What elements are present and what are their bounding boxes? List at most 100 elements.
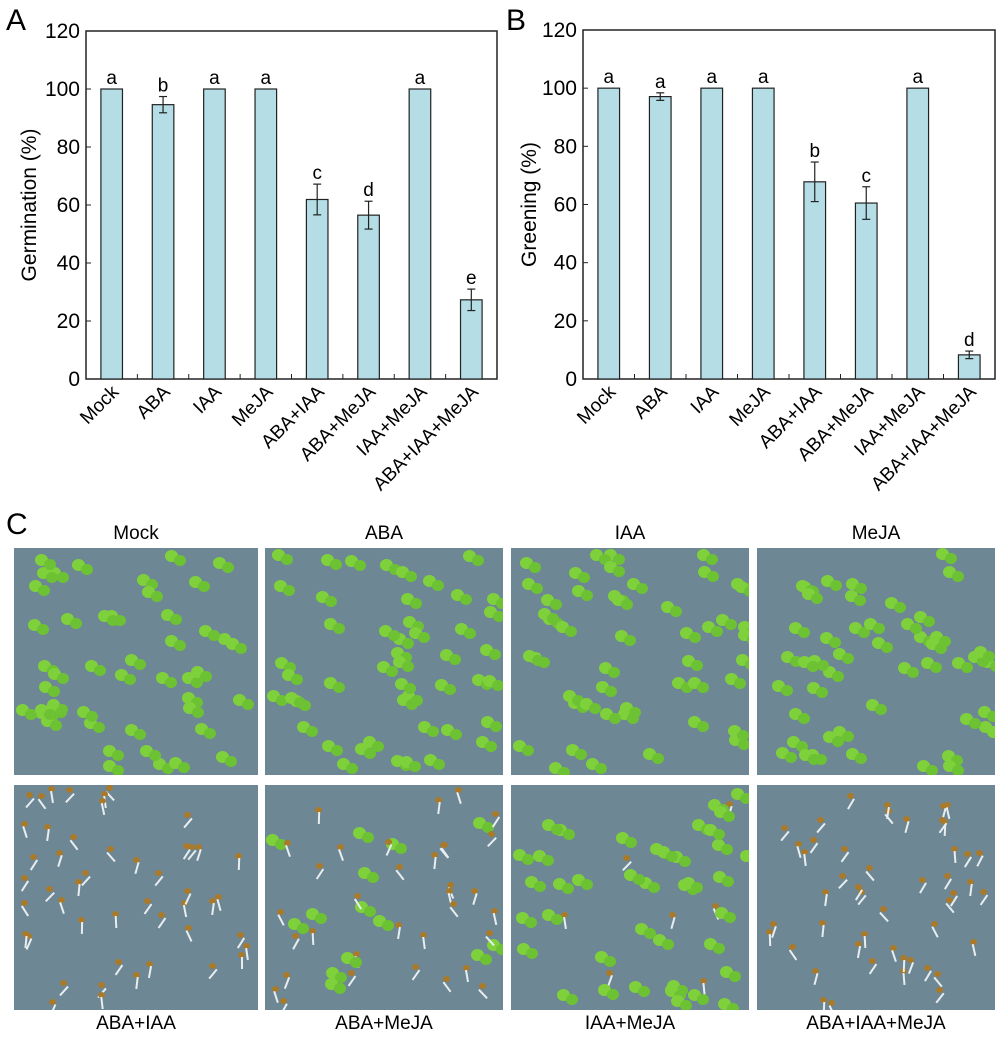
radicle (931, 925, 939, 938)
seed-coat (819, 920, 826, 927)
seedling-cotyledon (372, 740, 385, 752)
seed-coat (21, 900, 29, 907)
seed-coat (184, 925, 192, 932)
seedling-cotyledon (107, 615, 120, 627)
radicle (953, 850, 957, 863)
photo-label-iaa: IAA (614, 523, 646, 544)
significance-letter: a (706, 67, 717, 88)
radicle (114, 916, 118, 929)
significance-letter: d (363, 180, 374, 201)
radicle (59, 986, 69, 997)
seedling-cotyledon (299, 700, 312, 712)
seedling-cotyledon (842, 652, 855, 664)
seedling-cotyledon (400, 652, 413, 664)
radicle (492, 913, 498, 926)
seedling-cotyledon (405, 570, 418, 582)
seedling-cotyledon (811, 593, 824, 605)
seed-coat (890, 944, 898, 951)
seed-coat (352, 951, 360, 958)
seedling-cotyledon (479, 954, 492, 966)
significance-letter: a (603, 67, 614, 88)
radicle (933, 977, 943, 988)
seedling-cotyledon (784, 751, 797, 763)
x-tick-label: IAA (189, 381, 226, 418)
y-tick-label: 40 (57, 252, 80, 275)
seedling-cotyledon (926, 765, 939, 775)
radicle (37, 798, 46, 810)
seed-coat (884, 801, 892, 808)
seedling-cotyledon (522, 854, 535, 866)
seedling-cotyledon (951, 765, 964, 775)
y-tick-label: 120 (45, 20, 80, 43)
radicle (477, 989, 488, 1000)
seed-coat (44, 824, 52, 831)
seed-coat (271, 986, 279, 993)
seedling-cotyledon (81, 564, 94, 576)
seedling-cotyledon (221, 562, 234, 574)
significance-letter: a (655, 72, 666, 93)
seedling-cotyledon (934, 643, 947, 655)
seedling-cotyledon (349, 957, 362, 969)
seedling-cotyledon (666, 851, 679, 863)
radicle (80, 921, 84, 934)
radicle (813, 972, 819, 985)
seed-coat (770, 921, 778, 928)
seedling-cotyledon (25, 709, 38, 721)
seedling-cotyledon (743, 585, 749, 597)
seed-coat (967, 878, 975, 885)
seedling-cotyledon (623, 634, 636, 646)
seedling-cotyledon (561, 882, 574, 894)
seed-coat (75, 878, 83, 885)
seedling-cotyledon (403, 683, 416, 695)
bar-iaa (203, 88, 226, 380)
seedling-cotyledon (281, 554, 294, 566)
panel-letter-c: C (6, 508, 28, 541)
seed-coat (282, 972, 290, 979)
seedling-cotyledon (829, 637, 842, 649)
seedling-cotyledon (542, 854, 555, 866)
seed-coat (454, 787, 462, 794)
radicle (472, 893, 478, 906)
seedling-cotyledon (449, 728, 462, 740)
radicle (105, 851, 116, 862)
seed-coat (606, 970, 614, 977)
seedling-cotyledon (200, 671, 213, 683)
y-axis-label: Germination (%) (18, 129, 41, 282)
seed-coat (906, 957, 914, 964)
y-tick-label: 80 (554, 135, 577, 158)
seedling-cotyledon (637, 986, 650, 998)
seed-coat (234, 853, 242, 860)
seed-coat (854, 940, 862, 947)
seedling-cotyledon (496, 598, 503, 610)
seedling-cotyledon (968, 718, 981, 730)
seedling-cotyledon (57, 672, 70, 684)
photo-label-aba-meja: ABA+MeJA (335, 1013, 433, 1034)
seedling-cotyledon (225, 756, 238, 768)
seedling-cotyledon (989, 661, 995, 673)
seedling-cotyledon (409, 597, 422, 609)
seedling-cotyledon (669, 605, 682, 617)
seed-coat (933, 971, 941, 978)
seedling-cotyledon (551, 913, 564, 925)
seedling-cotyledon (444, 683, 457, 695)
seedling-cotyledon (197, 580, 210, 592)
seed-coat (215, 893, 223, 900)
radicle (436, 801, 441, 814)
plot-frame (582, 29, 996, 380)
seedling-cotyledon (894, 602, 907, 614)
seed-coat (21, 875, 29, 882)
seed-coat (442, 976, 450, 983)
bar-aba-iaa-meja (459, 299, 483, 380)
seedling-cotyledon (713, 829, 726, 841)
seedling-cotyledon (604, 955, 617, 967)
radicle (46, 829, 50, 842)
seed-coat (276, 908, 284, 915)
radicle (963, 856, 972, 868)
seedling-cotyledon (361, 831, 374, 843)
photo-label-aba: ABA (364, 523, 404, 544)
seed-coat (133, 856, 141, 863)
seed-coat (37, 793, 45, 800)
radicle (465, 970, 470, 983)
x-tick-label: IAA (687, 381, 724, 418)
seed-coat (154, 869, 162, 876)
